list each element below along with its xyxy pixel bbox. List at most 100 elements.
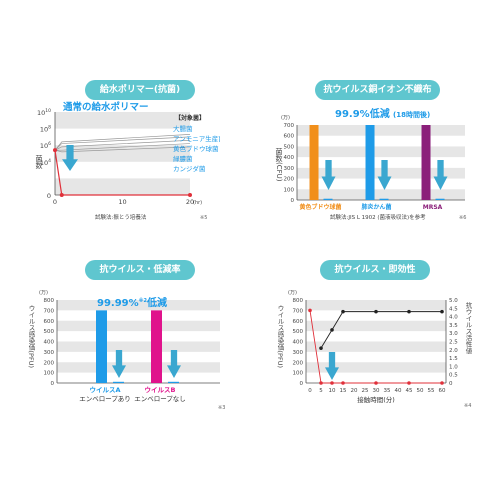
x-tick-label: 55 — [428, 388, 435, 394]
copper-chart: 0 100 200 300 400 500 600 700 (万) 菌数(CFU) 99.9%低減(… — [275, 107, 466, 221]
x-tick-label: 60 — [439, 388, 446, 394]
panel-title: 抗ウイルス・低減率 — [85, 260, 195, 280]
x-tick-label: 0 — [53, 198, 57, 206]
y-tick-label: 0 — [291, 198, 295, 204]
data-point — [53, 148, 57, 153]
series-line — [54, 134, 191, 151]
grid-band — [306, 341, 446, 352]
x-tick-label: 25 — [362, 388, 369, 394]
panel-title: 抗ウイルス銅イオン不織布 — [315, 80, 440, 100]
data-point — [440, 381, 444, 385]
bar — [151, 310, 162, 383]
bar-after — [113, 381, 124, 383]
data-point — [319, 381, 323, 385]
polymer-chart: 1010 108 106 104 0 菌数 0 10 20(hr) 試験法:振とう培養法 ※5 通常の… — [35, 101, 220, 221]
y-tick-label: 500 — [44, 329, 55, 335]
down-arrow-icon — [325, 352, 339, 380]
y-tick-label: 400 — [284, 155, 295, 161]
footnote: ※5 — [200, 215, 207, 221]
x-tick-label: 40 — [395, 388, 402, 394]
category-sublabel: エンベロープなし — [134, 395, 186, 403]
x-tick-label: 15 — [340, 388, 347, 394]
footnote: ※6 — [459, 215, 466, 221]
y2-tick-label: 1.5 — [449, 356, 458, 362]
down-arrow-icon — [62, 145, 78, 171]
bar — [309, 125, 319, 200]
bar-after — [168, 381, 179, 383]
y-tick-label: 400 — [44, 340, 55, 346]
legend-item: カンジダ菌 — [173, 164, 206, 173]
y2-tick-label: 3.5 — [449, 323, 458, 329]
bar-after — [379, 198, 389, 200]
test-method-note: 試験法:振とう培養法 — [95, 213, 147, 221]
y-tick-label: 600 — [284, 134, 295, 140]
speed-chart: 010020030040050060070080000.51.01.52.02.… — [276, 290, 472, 409]
y-tick-label: 500 — [284, 144, 295, 150]
headline: 99.9%低減 — [335, 107, 390, 120]
grid-band — [306, 362, 446, 373]
y-tick-label: 600 — [44, 319, 55, 325]
x-tick-label: 30 — [373, 388, 380, 394]
y-axis-label: 菌数(CFU) — [275, 147, 283, 182]
y-tick-label: 500 — [293, 329, 304, 335]
y-tick-label: 200 — [284, 177, 295, 183]
x-tick-label: 20 — [351, 388, 358, 394]
y2-tick-label: 2.0 — [449, 348, 458, 354]
data-point — [374, 381, 378, 385]
legend-title: 【対象菌】 — [175, 114, 205, 122]
x-tick-label: 0 — [308, 388, 312, 394]
data-point — [407, 381, 411, 385]
series-line — [55, 143, 191, 151]
down-arrow-icon — [167, 350, 181, 378]
y-axis-label: ウイルス感染価(PFU) — [27, 305, 35, 368]
y-tick-label: 1010 — [37, 108, 51, 117]
bar-after — [435, 198, 445, 200]
y2-tick-label: 1.0 — [449, 364, 458, 370]
y2-axis-label: 抗ウイルス活性値 — [464, 301, 472, 356]
grid-band — [297, 189, 465, 200]
y-tick-label: 700 — [293, 308, 304, 314]
y-tick-label: 100 — [293, 371, 304, 377]
y-tick-label: 600 — [293, 319, 304, 325]
panel-copper: 抗ウイルス銅イオン不織布 0 100 200 300 400 500 600 700 (万) 菌数… — [275, 75, 470, 235]
panel-polymer: 給水ポリマー(抗菌) 1010 108 106 104 0 菌数 0 10 20 (hr) 試験法:… — [35, 75, 220, 235]
grid-band — [57, 341, 220, 352]
data-point — [407, 309, 411, 314]
y-tick-label: 200 — [44, 360, 55, 366]
y2-tick-label: 4.0 — [449, 315, 458, 321]
y2-tick-label: 5.0 — [449, 298, 458, 304]
y-tick-label: 100 — [284, 187, 295, 193]
footnote: ※3 — [218, 405, 225, 411]
category-label: MRSA — [423, 204, 443, 211]
series-line — [320, 311, 442, 349]
grid-band — [297, 167, 465, 179]
x-tick-label: 10 — [329, 388, 336, 394]
grid-band — [55, 145, 190, 162]
data-point — [330, 381, 334, 385]
down-arrow-icon — [321, 160, 336, 190]
category-label: 肺炎かん菌 — [362, 203, 392, 211]
data-point — [440, 309, 444, 314]
data-point — [341, 309, 345, 314]
panel-title: 抗ウイルス・即効性 — [320, 260, 430, 280]
data-point — [330, 328, 334, 332]
grid-band — [57, 320, 220, 332]
unit-label: (万) — [39, 290, 48, 296]
y2-tick-label: 0 — [449, 381, 453, 387]
data-point — [374, 309, 378, 314]
data-point — [341, 381, 345, 385]
grid-band — [297, 146, 465, 158]
x-tick-label: 35 — [384, 388, 391, 394]
bar — [421, 125, 431, 200]
y-tick-label: 800 — [44, 298, 55, 304]
bar — [96, 310, 107, 383]
category-label: 黄色ブドウ球菌 — [300, 203, 342, 211]
legend-item: アンモニア生産菌 — [173, 134, 220, 143]
down-arrow-icon — [112, 350, 126, 378]
y-tick-label: 0 — [300, 381, 304, 387]
y-tick-label: 108 — [40, 125, 51, 134]
category-label: ウイルスB — [145, 386, 176, 394]
grid-band — [306, 320, 446, 332]
test-method-note: 試験法:JIS L 1902 (菌液吸収法)を参考 — [330, 213, 426, 221]
series-line — [54, 136, 191, 151]
